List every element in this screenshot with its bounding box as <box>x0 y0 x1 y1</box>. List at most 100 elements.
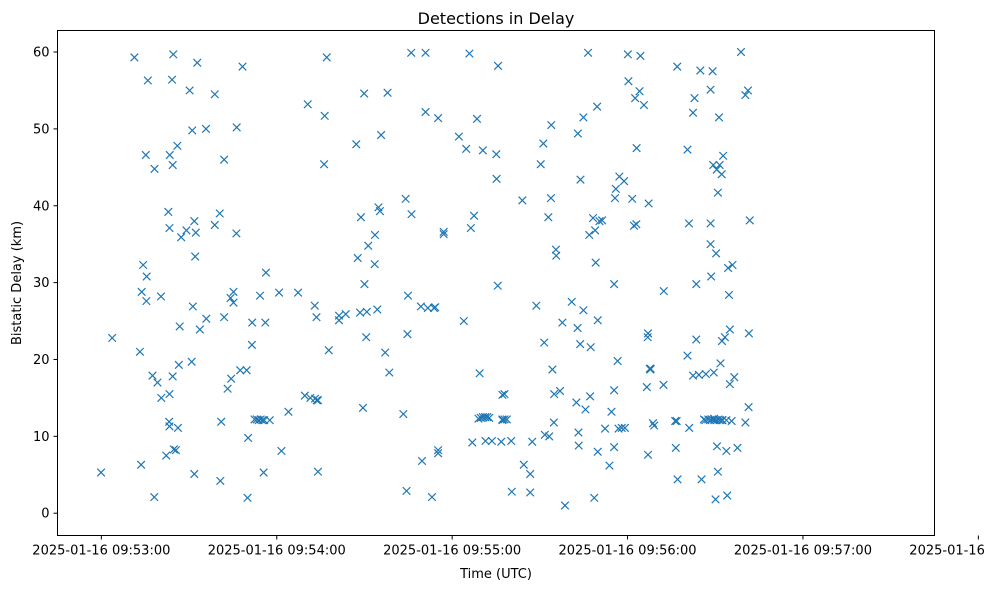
data-point <box>690 93 699 103</box>
data-point <box>544 432 554 441</box>
data-point <box>232 123 241 132</box>
data-point <box>261 318 270 327</box>
data-point <box>173 141 182 151</box>
data-point <box>319 160 329 169</box>
data-point <box>242 366 251 375</box>
data-point <box>312 312 321 322</box>
data-point <box>165 389 174 399</box>
data-point <box>190 252 200 261</box>
data-point <box>593 447 602 456</box>
data-point <box>313 395 323 405</box>
data-point <box>358 403 368 413</box>
data-point <box>376 130 386 140</box>
data-point <box>670 416 680 426</box>
data-point <box>673 62 682 71</box>
data-point <box>312 395 322 405</box>
data-point <box>135 347 145 357</box>
data-point <box>718 151 728 161</box>
data-point <box>255 291 265 300</box>
data-point <box>355 308 365 317</box>
data-point <box>247 318 257 327</box>
data-point <box>157 393 166 403</box>
data-point <box>334 316 344 325</box>
data-point <box>175 322 184 331</box>
data-point <box>574 441 583 450</box>
data-point <box>137 287 146 297</box>
data-point <box>356 213 366 222</box>
data-point <box>433 445 443 455</box>
data-point <box>711 495 720 504</box>
data-point <box>352 140 361 149</box>
data-point <box>659 380 668 390</box>
data-point <box>525 488 535 497</box>
data-point <box>708 160 718 170</box>
data-point <box>235 366 245 375</box>
data-point <box>609 386 619 395</box>
data-point <box>465 49 474 58</box>
x-tick-label: 2025-01-16 09:54:00 <box>208 544 346 559</box>
data-point <box>416 302 426 311</box>
data-point <box>229 298 238 307</box>
data-point <box>632 143 641 153</box>
data-point <box>672 416 681 426</box>
x-tick-label: 2025-01-16 09:55:00 <box>383 544 521 559</box>
data-point <box>589 493 599 503</box>
data-point <box>461 144 471 154</box>
data-point <box>728 260 737 270</box>
data-point <box>583 48 593 58</box>
data-point <box>219 155 229 164</box>
data-point <box>439 229 448 239</box>
data-point <box>639 100 649 110</box>
data-point <box>688 108 698 117</box>
data-point <box>711 249 721 258</box>
x-tick-label: 2025-01-16 09:58:00 <box>909 544 986 559</box>
data-point <box>171 445 181 455</box>
data-point <box>555 386 565 396</box>
data-point <box>427 492 437 502</box>
data-point <box>142 272 151 281</box>
data-point <box>150 492 159 502</box>
data-point <box>421 107 430 117</box>
data-point <box>493 281 502 290</box>
data-point <box>593 316 602 325</box>
data-point <box>322 53 331 62</box>
data-point <box>401 194 410 204</box>
data-point <box>635 86 644 96</box>
data-point <box>692 279 701 289</box>
data-point <box>216 476 225 486</box>
data-point <box>485 413 494 423</box>
data-point <box>162 451 171 460</box>
data-point <box>459 316 469 326</box>
data-point <box>195 325 205 334</box>
data-point <box>558 318 567 327</box>
data-point <box>673 475 682 484</box>
data-point <box>579 113 588 122</box>
data-point <box>185 86 194 95</box>
data-point <box>165 150 174 160</box>
data-point <box>468 438 477 447</box>
data-point <box>202 314 211 323</box>
y-tick-label: 0 <box>41 507 49 522</box>
data-point <box>403 329 412 339</box>
data-point <box>697 475 706 484</box>
data-point <box>623 50 633 59</box>
data-point <box>708 67 717 76</box>
data-point <box>574 428 583 437</box>
data-point <box>718 415 727 425</box>
data-point <box>540 338 549 347</box>
data-point <box>399 409 408 419</box>
data-point <box>362 307 372 317</box>
data-point <box>528 437 537 446</box>
data-point <box>539 139 548 148</box>
data-point <box>617 423 626 433</box>
data-point <box>182 226 191 235</box>
data-point <box>706 85 715 94</box>
data-point <box>293 288 303 297</box>
data-point <box>727 416 736 426</box>
data-point <box>407 209 416 219</box>
data-point <box>713 467 723 476</box>
data-point <box>370 230 380 240</box>
data-point <box>567 297 576 307</box>
data-point <box>586 342 595 352</box>
